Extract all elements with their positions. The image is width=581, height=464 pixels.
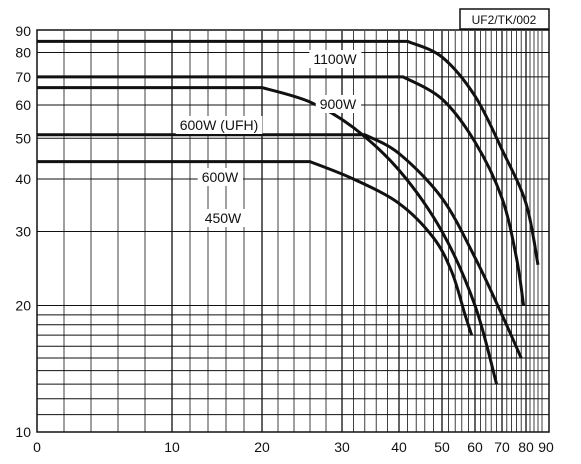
series-label-4: 450W [200,209,247,227]
series-line-1 [37,75,526,306]
series-label-text: 1100W [313,51,357,67]
series-line-3 [37,133,523,359]
x-tick-label: 60 [467,439,483,455]
x-tick-label: 50 [434,439,450,455]
series-label-bg [315,95,362,113]
curve-labels: 1100W 900W 600W (UFH) 600W 450W [175,50,362,227]
series-line-2 [37,86,499,385]
series-label-bg [200,209,247,227]
series-label-0: 1100W [309,50,362,68]
y-tick-label: 90 [15,23,31,39]
series-label-3: 600W [197,168,244,186]
x-tick-label: 40 [391,439,407,455]
y-tick-label: 20 [15,297,31,313]
curves [37,39,540,385]
code-box: UF2/TK/002 [459,8,550,30]
series-label-bg [175,116,263,134]
series-label-text: 600W [202,169,239,185]
series-label-text: 450W [205,210,242,226]
chart-code-label: UF2/TK/002 [472,13,537,27]
y-tick-label: 70 [15,69,31,85]
y-tick-label: 60 [15,97,31,113]
x-tick-label: 20 [254,439,270,455]
y-tick-label: 80 [15,44,31,60]
y-tick-label: 50 [15,130,31,146]
y-tick-label: 30 [15,224,31,240]
series-label-1: 900W [315,95,362,113]
series-label-text: 600W (UFH) [180,117,259,133]
plot-frame [36,29,550,433]
x-tick-label: 10 [164,439,180,455]
x-tick-label: 90 [538,439,554,455]
series-label-2: 600W (UFH) [175,116,263,134]
x-tick-label: 30 [334,439,350,455]
series-line-0 [37,39,540,266]
x-tick-label: 70 [494,439,510,455]
x-tick-label: 80 [518,439,534,455]
y-tick-label: 40 [15,171,31,187]
y-tick-label: 10 [15,424,31,440]
series-label-text: 900W [320,96,357,112]
series-label-bg [197,168,244,186]
series-line-4 [37,160,474,336]
x-tick-label: 0 [33,439,41,455]
series-label-bg [309,50,362,68]
